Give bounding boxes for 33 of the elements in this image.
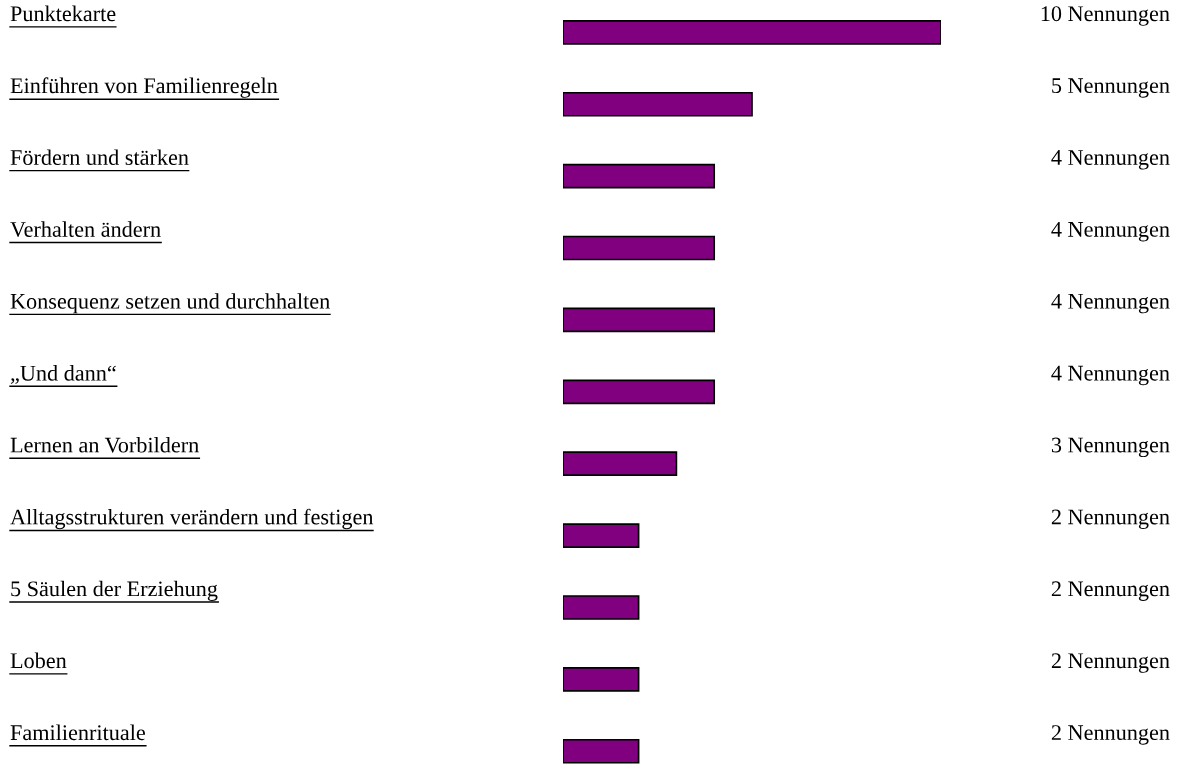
y-tick-label: Konsequenz setzen und durchhalten: [10, 293, 330, 314]
data-label: 4 Nennungen: [1051, 365, 1170, 386]
y-tick-label: Einführen von Familienregeln: [10, 77, 278, 98]
bar: [563, 667, 640, 692]
y-tick-label: Lernen an Vorbildern: [10, 436, 199, 453]
y-tick-label: Familienrituale: [10, 724, 145, 741]
data-label: 2 Nennungen: [1051, 581, 1170, 601]
data-label: 4 Nennungen: [1051, 293, 1170, 314]
y-tick-label: Alltagsstrukturen verändern und festigen: [10, 508, 374, 530]
bar: [563, 738, 640, 764]
bar: [563, 20, 941, 45]
data-label: 2 Nennungen: [1051, 725, 1170, 745]
bar: [563, 91, 753, 117]
data-label: 4 Nennungen: [1051, 150, 1170, 170]
data-label: 4 Nennungen: [1051, 222, 1170, 242]
bar: [563, 595, 640, 620]
y-tick-label: „Und dann“: [10, 365, 116, 384]
y-tick-label: 5 Säulen der Erziehung: [11, 580, 218, 601]
bar: [563, 523, 640, 548]
data-label: 2 Nennungen: [1051, 509, 1170, 529]
bar: [563, 163, 716, 189]
data-label: 5 Nennungen: [1052, 78, 1170, 98]
bar: [563, 451, 678, 477]
data-label: 2 Nennungen: [1051, 653, 1170, 673]
bar: [563, 379, 716, 405]
data-label: 10 Nennungen: [1041, 6, 1170, 26]
y-tick-label: Loben: [10, 652, 67, 669]
y-tick-label: Punktekarte: [10, 5, 116, 22]
bar: [563, 307, 716, 333]
y-tick-label: Fördern und stärken: [10, 149, 189, 166]
y-tick-label: Verhalten ändern: [10, 221, 161, 238]
data-label: 3 Nennungen: [1051, 437, 1170, 458]
bar: [563, 235, 716, 261]
